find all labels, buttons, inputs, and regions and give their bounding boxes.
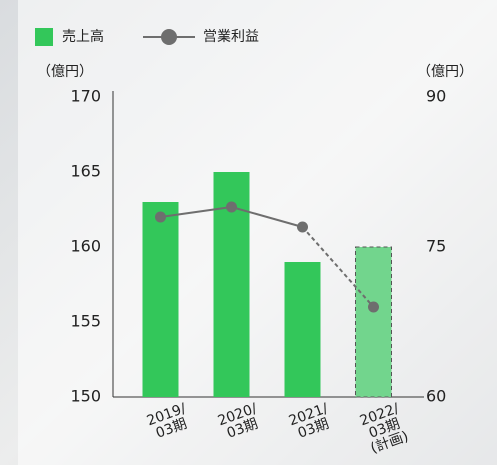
y2-tick-label: 75 xyxy=(426,237,446,256)
panel xyxy=(18,0,497,465)
y2-tick-label: 60 xyxy=(426,387,446,406)
line-point xyxy=(297,221,308,233)
y2-tick-label: 90 xyxy=(426,87,446,106)
legend-marker xyxy=(161,29,177,45)
y-tick-label: 170 xyxy=(70,87,101,106)
line-point xyxy=(155,211,166,223)
bar xyxy=(142,202,179,397)
line-point xyxy=(226,201,237,213)
legend-label: 営業利益 xyxy=(203,29,259,45)
legend-label: 売上高 xyxy=(62,28,104,45)
y-tick-label: 165 xyxy=(70,162,101,181)
line-segment xyxy=(231,206,303,228)
y-tick-label: 155 xyxy=(70,312,101,331)
bar xyxy=(355,246,392,398)
y-tick-label: 160 xyxy=(70,237,101,256)
y-tick-label: 150 xyxy=(70,387,101,406)
y-axis-label: （億円） xyxy=(37,64,93,80)
line-segment xyxy=(301,226,375,308)
line-point xyxy=(368,301,379,313)
legend-swatch xyxy=(35,28,53,46)
line-segment xyxy=(160,206,232,218)
bar xyxy=(284,262,321,397)
y2-axis-label: （億円） xyxy=(417,64,473,80)
